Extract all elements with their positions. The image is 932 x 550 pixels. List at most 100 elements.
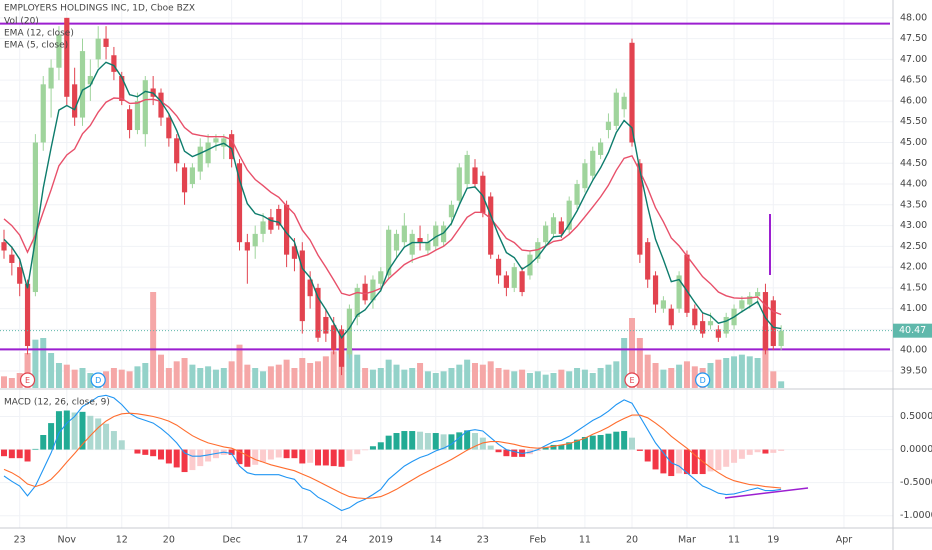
volume-bar <box>448 368 455 388</box>
y-tick-label: 40.00 <box>900 345 927 356</box>
candle-body <box>566 200 572 230</box>
volume-bar <box>150 292 157 388</box>
histogram-bar <box>362 449 369 451</box>
candle-body <box>519 271 525 293</box>
volume-bar <box>715 359 722 388</box>
candle-body <box>676 275 682 309</box>
volume-bar <box>503 369 510 388</box>
candle-body <box>205 142 211 164</box>
histogram-bar <box>55 411 62 450</box>
histogram-bar <box>464 430 471 450</box>
legend-entry: EMA (5, close) <box>4 41 68 51</box>
candle-body <box>111 55 117 72</box>
volume-bar <box>173 361 180 388</box>
histogram-bar <box>63 410 70 450</box>
y-tick-label: 42.50 <box>900 241 927 252</box>
event-label: D <box>700 376 706 385</box>
volume-bar <box>346 348 353 388</box>
histogram-bar <box>487 445 494 450</box>
legend-entry: EMA (12, close) <box>4 29 74 39</box>
candle-body <box>409 233 415 255</box>
histogram-bar <box>746 449 753 455</box>
histogram-bar <box>566 442 573 450</box>
x-tick-label: 11 <box>579 535 591 546</box>
macd-title: MACD (12, 26, close, 9) <box>4 398 110 408</box>
candle-body <box>103 38 109 47</box>
candle-body <box>17 267 23 284</box>
volume-bar <box>495 368 502 388</box>
volume-bar <box>267 366 274 388</box>
volume-bar <box>118 369 125 388</box>
volume-bar <box>126 371 133 388</box>
volume-bar <box>79 368 86 388</box>
histogram-bar <box>299 449 306 464</box>
histogram-bar <box>110 431 117 450</box>
volume-bar <box>205 366 212 388</box>
candle-body <box>739 300 745 309</box>
histogram-bar <box>385 435 392 450</box>
y-tick-label: 0.5000 <box>900 411 932 422</box>
histogram-bar <box>252 449 259 465</box>
histogram-bar <box>95 418 102 450</box>
histogram-bar <box>315 449 321 466</box>
histogram-bar <box>479 437 486 450</box>
volume-bar <box>589 373 596 388</box>
candle-body <box>260 221 266 234</box>
candle-body <box>393 233 400 251</box>
candle-body <box>456 167 462 201</box>
candle-body <box>582 163 588 189</box>
x-tick-label: 24 <box>336 535 348 546</box>
histogram-bar <box>542 447 549 450</box>
drawn-trend-line <box>724 487 809 499</box>
volume-bar <box>134 366 141 388</box>
x-tick-label: 12 <box>116 535 128 546</box>
candle-body <box>495 258 502 276</box>
candle-body <box>598 142 604 155</box>
candle-body <box>95 38 101 60</box>
histogram-bar <box>652 449 659 470</box>
histogram-bar <box>236 449 243 465</box>
y-tick-label: 45.00 <box>900 137 927 148</box>
volume-bar <box>456 364 463 388</box>
volume-bar <box>417 363 424 388</box>
volume-bar <box>291 368 298 388</box>
candle-body <box>252 233 258 247</box>
volume-bar <box>252 368 259 388</box>
volume-bar <box>8 378 15 388</box>
volume-bar <box>566 371 573 388</box>
candle-body <box>315 287 321 338</box>
volume-bar <box>691 366 698 388</box>
candle-body <box>417 238 423 243</box>
histogram-bar <box>636 449 643 451</box>
volume-bar <box>330 351 337 388</box>
volume-pane <box>1 292 785 388</box>
histogram-bar <box>87 415 94 450</box>
candle-body <box>441 225 447 243</box>
histogram-bar <box>605 433 612 450</box>
histogram-bar <box>1 449 7 457</box>
histogram-bar <box>71 412 78 450</box>
candle-body <box>79 51 86 118</box>
event-label: D <box>95 376 101 385</box>
volume-bar <box>103 371 110 388</box>
histogram-bar <box>354 449 361 455</box>
y-tick-label: 39.50 <box>900 365 927 376</box>
y-tick-label: 43.00 <box>900 220 927 231</box>
price-pane <box>0 17 893 376</box>
x-tick-label: 19 <box>767 535 779 546</box>
candle-body <box>354 287 360 317</box>
volume-bar <box>158 354 164 388</box>
candle-body <box>472 167 478 185</box>
y-tick-label: 43.50 <box>900 199 927 210</box>
x-tick-label: 17 <box>296 535 308 546</box>
histogram-bar <box>307 449 314 463</box>
histogram-bar <box>683 449 690 475</box>
volume-bar <box>432 373 439 388</box>
candle-body <box>480 175 486 214</box>
candle-body <box>652 275 659 305</box>
candle-body <box>48 67 54 89</box>
histogram-bar <box>40 435 47 450</box>
ema-line <box>3 61 782 339</box>
histogram-bar <box>503 449 510 457</box>
histogram-bar <box>448 434 455 450</box>
